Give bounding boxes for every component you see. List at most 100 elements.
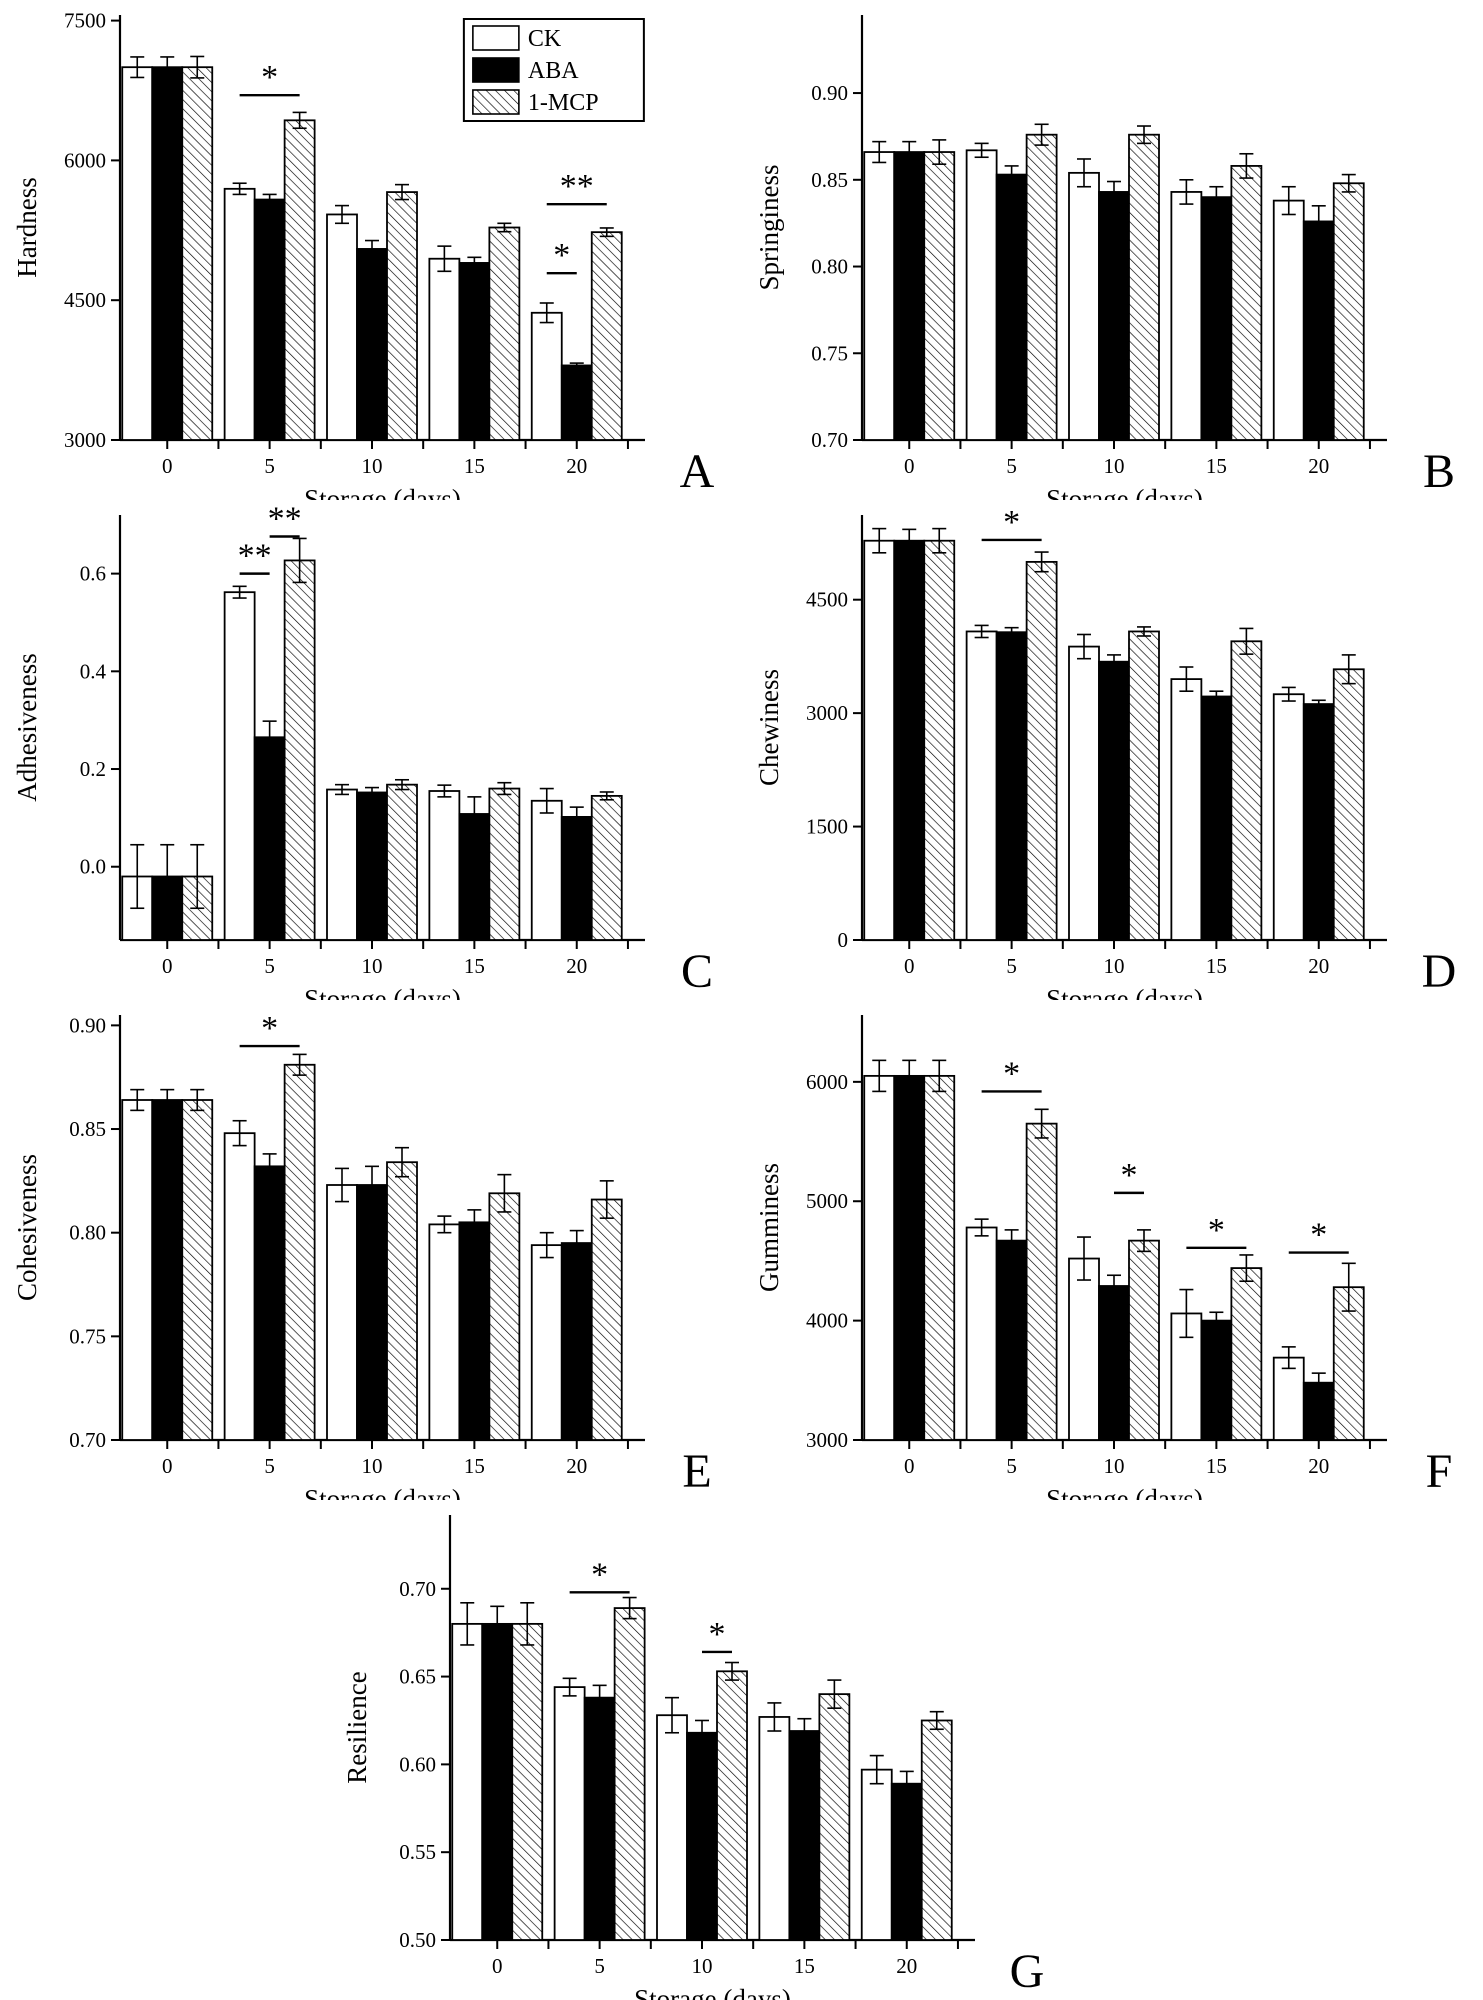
error-bar-ABA-day10: [1107, 654, 1121, 670]
x-tick-label: 5: [1006, 454, 1017, 478]
x-tick-label: 0: [162, 954, 173, 978]
bar-CK-day0: [863, 539, 896, 941]
y-tick-label: 4000: [806, 1309, 848, 1333]
bar-ABA-day20: [560, 1242, 593, 1441]
error-bar-1-MCP-day0: [932, 139, 947, 165]
x-tick-label: 5: [264, 454, 275, 478]
bar-CK-day5: [223, 591, 256, 941]
error-bar-1-MCP-day0: [520, 1602, 535, 1646]
svg-text:*: *: [1208, 1212, 1225, 1249]
bar-CK-day10: [1068, 171, 1100, 441]
bar-1-MCP-day10: [386, 191, 418, 441]
y-tick-label: 0.85: [811, 168, 848, 192]
error-bar-CK-day15: [437, 1215, 452, 1234]
x-tick-label: 0: [492, 1954, 503, 1978]
y-axis-label: Springiness: [754, 164, 784, 290]
bar-1-MCP-day0: [923, 1074, 956, 1441]
y-tick-label: 0.80: [69, 1221, 106, 1245]
y-tick-label: 0.80: [811, 255, 848, 279]
y-tick-label: 0.6: [80, 562, 106, 586]
error-bar-CK-day15: [1179, 666, 1194, 693]
panel-E-cohesiveness: 0.70 0.75 0.80 0.85 0.90 Cohesiveness 0 5 10 15 20…: [0, 1000, 741, 1500]
svg-text:*: *: [1121, 1157, 1138, 1194]
bar-CK-day0: [863, 1074, 896, 1441]
bar-1-MCP-day15: [1230, 1267, 1263, 1441]
error-bar-1-MCP-day20: [929, 1710, 944, 1731]
x-tick-label: 10: [1104, 1454, 1125, 1478]
x-axis-label: Storage (days): [634, 1984, 791, 2000]
bar-1-MCP-day5: [1025, 1122, 1058, 1441]
panel-A-hardness: 3000 4500 6000 7500 Hardness 0 5 10 15 20 Storage …: [0, 0, 741, 500]
error-bar-ABA-day5: [262, 720, 277, 755]
x-tick-label: 20: [566, 1454, 587, 1478]
y-tick-label: 0.0: [80, 855, 106, 879]
significance-marker: *: [702, 1616, 732, 1654]
svg-text:**: **: [560, 168, 594, 205]
bar-CK-day20: [860, 1768, 893, 1941]
y-tick-label: 0.70: [69, 1428, 106, 1452]
error-bar-1-MCP-day5: [1034, 1108, 1049, 1139]
x-tick-label: 5: [1006, 1454, 1017, 1478]
panel-letter-E: E: [682, 1445, 711, 1498]
bar-ABA-day5: [995, 1239, 1028, 1441]
significance-marker: *: [981, 1055, 1042, 1093]
bar-CK-day10: [326, 213, 358, 441]
svg-text:*: *: [553, 237, 570, 274]
error-bar-ABA-day20: [569, 806, 584, 828]
bar-ABA-day15: [788, 1730, 821, 1941]
x-axis-label: Storage (days): [304, 984, 461, 1000]
bar-ABA-day10: [686, 1731, 718, 1941]
significance-marker: *: [1186, 1212, 1247, 1249]
bar-ABA-day0: [151, 1099, 184, 1441]
x-tick-label: 5: [264, 1454, 275, 1478]
bar-ABA-day15: [458, 813, 491, 941]
significance-marker: *: [239, 59, 300, 97]
bar-CK-day5: [965, 149, 998, 441]
error-bar-1-MCP-day10: [395, 183, 409, 201]
error-bar-1-MCP-day20: [599, 1180, 614, 1219]
y-tick-label: 7500: [64, 9, 106, 33]
error-bar-1-MCP-day10: [725, 1661, 739, 1681]
chart-G-resilience: 0.50 0.55 0.60 0.65 0.70 Resilience 0 5 10 15 20 St…: [342, 1515, 1045, 2000]
error-bar-ABA-day15: [1209, 1311, 1224, 1330]
x-tick-label: 20: [896, 1954, 917, 1978]
error-bar-ABA-day15: [1209, 690, 1224, 703]
bar-CK-day0: [451, 1622, 484, 1941]
x-tick-label: 10: [1104, 954, 1125, 978]
x-axis-label: Storage (days): [304, 1484, 461, 1500]
y-tick-label: 0.75: [69, 1324, 106, 1348]
y-tick-label: 4500: [806, 588, 848, 612]
bar-1-MCP-day20: [590, 231, 623, 441]
bar-ABA-day5: [253, 736, 286, 941]
bar-ABA-day5: [583, 1696, 616, 1941]
error-bar-1-MCP-day15: [497, 781, 512, 796]
y-tick-label: 5000: [806, 1189, 848, 1213]
bar-ABA-day10: [1098, 1285, 1130, 1441]
error-bar-ABA-day10: [695, 1719, 709, 1746]
x-tick-label: 15: [1206, 954, 1227, 978]
panel-letter-F: F: [1426, 1445, 1453, 1498]
bar-CK-day15: [1170, 678, 1203, 941]
bar-1-MCP-day20: [920, 1719, 953, 1941]
bar-CK-day10: [326, 788, 358, 941]
bar-1-MCP-day10: [386, 1161, 418, 1441]
bar-ABA-day5: [253, 198, 286, 441]
error-bar-1-MCP-day20: [1341, 654, 1356, 685]
x-tick-label: 10: [692, 1954, 713, 1978]
chart-B-springiness: 0.70 0.75 0.80 0.85 0.90 Springiness 0 5 10 15 20 S…: [754, 15, 1455, 500]
bar-ABA-day0: [481, 1622, 514, 1941]
x-tick-label: 20: [566, 954, 587, 978]
x-tick-label: 10: [1104, 454, 1125, 478]
bar-1-MCP-day15: [1230, 165, 1263, 441]
panel-letter-G: G: [1010, 1945, 1045, 1998]
x-tick-label: 10: [362, 1454, 383, 1478]
error-bar-ABA-day5: [262, 1153, 277, 1180]
significance-marker: **: [268, 500, 302, 538]
error-bar-1-MCP-day0: [932, 527, 947, 554]
significance-marker: *: [981, 504, 1042, 542]
error-bar-ABA-day20: [569, 362, 584, 369]
error-bar-ABA-day0: [902, 140, 917, 164]
bar-1-MCP-day0: [511, 1622, 544, 1941]
error-bar-CK-day20: [1281, 686, 1296, 702]
error-bar-1-MCP-day10: [1137, 1229, 1151, 1253]
